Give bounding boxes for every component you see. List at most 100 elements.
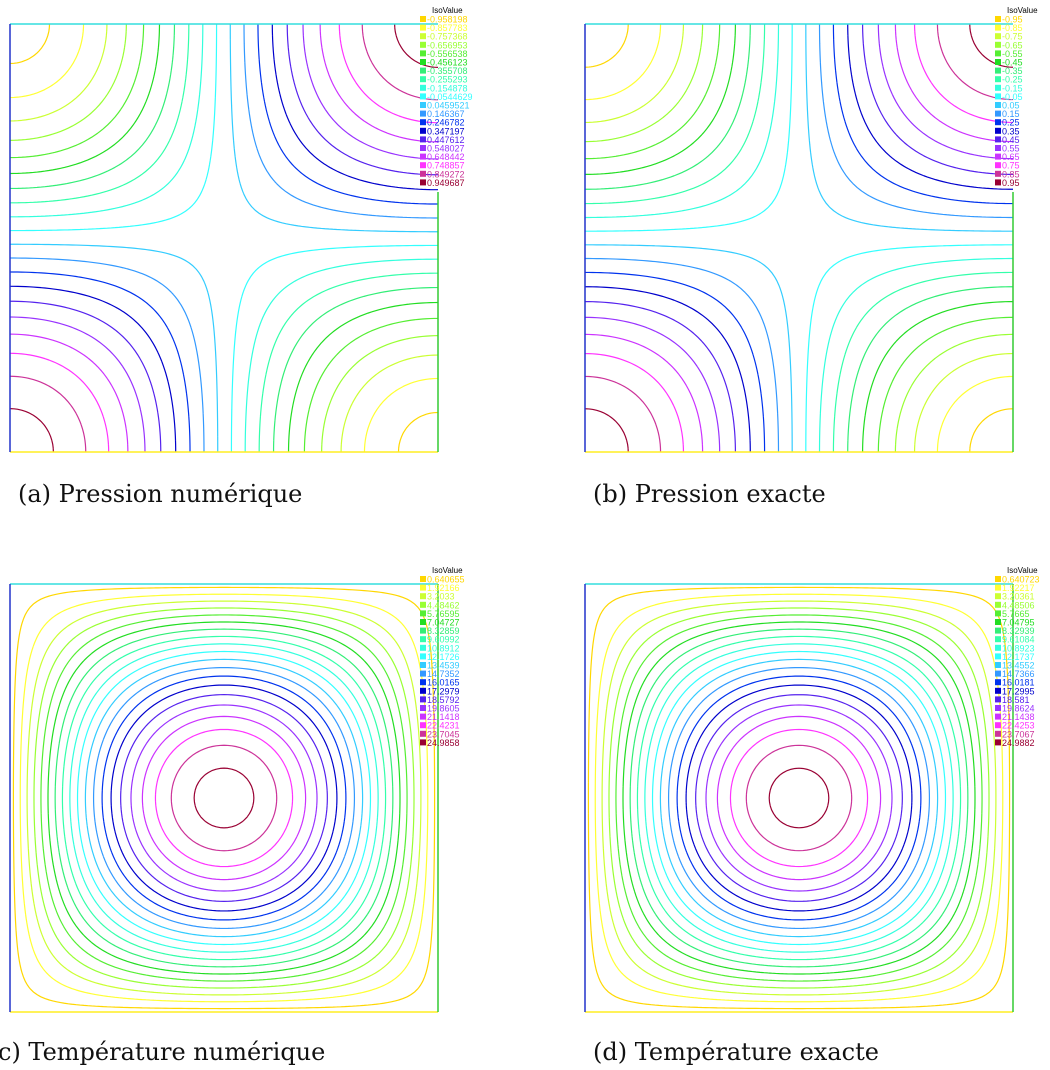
pressure-numeric-legend-swatch-1 xyxy=(420,16,426,22)
temperature-exact-legend-label-20: 24.9882 xyxy=(1002,738,1035,748)
pressure-numeric-contour-line-13 xyxy=(9,23,439,453)
pressure-numeric-legend-label-4: -0.656953 xyxy=(427,40,468,50)
temperature-exact-legend-label-16: 19.8624 xyxy=(1002,704,1035,714)
pressure-numeric-legend-label-14: 0.347197 xyxy=(427,126,465,136)
temperature-numeric-legend-label-14: 17.2979 xyxy=(427,686,460,696)
pressure-numeric-plot: IsoValue-0.958198-0.857783-0.757368-0.65… xyxy=(9,6,473,453)
temperature-exact-contour-line-15 xyxy=(695,694,903,902)
pressure-exact-legend-swatch-5 xyxy=(995,50,1001,57)
pressure-numeric-legend-label-10: -0.0544629 xyxy=(427,92,473,102)
temperature-numeric-legend-label-17: 21.1418 xyxy=(427,712,460,722)
temperature-numeric-legend-swatch-20 xyxy=(420,739,426,746)
temperature-numeric-legend-swatch-11 xyxy=(420,662,426,668)
pressure-numeric-contour-line-16 xyxy=(9,23,439,453)
pressure-exact-legend-swatch-2 xyxy=(995,24,1001,31)
temperature-exact-legend-swatch-15 xyxy=(995,696,1001,703)
temperature-exact-legend-label-5: 5.7665 xyxy=(1002,609,1030,619)
pressure-exact-contour-line-9 xyxy=(584,23,1014,453)
temperature-numeric-contour-line-7 xyxy=(54,628,394,968)
temperature-exact-legend-label-3: 3.20361 xyxy=(1002,592,1035,602)
pressure-numeric-legend-label-16: 0.548027 xyxy=(427,144,465,154)
pressure-exact-legend-swatch-7 xyxy=(995,67,1001,74)
temperature-exact-legend-swatch-2 xyxy=(995,584,1001,591)
temperature-numeric-contour-line-2 xyxy=(19,593,429,1003)
temperature-numeric-contour-line-15 xyxy=(120,694,328,902)
temperature-numeric-contour-line-17 xyxy=(141,715,307,881)
pressure-numeric-legend-swatch-5 xyxy=(420,50,426,57)
pressure-exact-legend-label-16: 0.55 xyxy=(1002,144,1020,154)
temperature-numeric-contour-line-13 xyxy=(101,675,347,921)
temperature-exact-legend-label-9: 10.8923 xyxy=(1002,643,1035,653)
pressure-exact-legend-label-9: -0.15 xyxy=(1002,83,1023,93)
pressure-numeric-contour-line-19 xyxy=(9,23,439,453)
temperature-exact-legend-swatch-19 xyxy=(995,730,1001,737)
pressure-numeric-contour-line-4 xyxy=(9,23,439,453)
temperature-exact-legend-swatch-6 xyxy=(995,619,1001,625)
temperature-numeric-contour-line-10 xyxy=(76,650,372,946)
temperature-numeric-legend-swatch-3 xyxy=(420,593,426,600)
temperature-numeric-legend-swatch-16 xyxy=(420,705,426,711)
pressure-exact-legend-swatch-3 xyxy=(995,33,1001,40)
pressure-exact-legend-label-17: 0.65 xyxy=(1002,152,1020,162)
temperature-exact-legend-swatch-16 xyxy=(995,705,1001,711)
pressure-numeric-legend-swatch-15 xyxy=(420,136,426,143)
pressure-numeric-legend-swatch-2 xyxy=(420,24,426,31)
pressure-numeric-contour-line-3 xyxy=(9,23,439,453)
pressure-exact-legend-label-8: -0.25 xyxy=(1002,75,1023,85)
temperature-numeric-legend-label-19: 23.7045 xyxy=(427,729,460,739)
pressure-exact-contour-line-18 xyxy=(584,23,1014,453)
temperature-numeric-contour-line-5 xyxy=(40,614,408,982)
temperature-exact-contour-line-12 xyxy=(667,666,931,930)
caption-temperature-numeric: c) Température numérique xyxy=(0,1038,326,1066)
temperature-numeric-contour-line-12 xyxy=(92,666,356,930)
temperature-numeric-legend-swatch-4 xyxy=(420,601,426,608)
pressure-numeric-contour-line-10 xyxy=(9,23,439,453)
temperature-exact-legend-label-8: 9.61084 xyxy=(1002,635,1035,645)
temperature-numeric-legend-label-3: 3.2033 xyxy=(427,592,455,602)
pressure-numeric-legend-swatch-13 xyxy=(420,119,426,126)
temperature-numeric-legend-label-1: 0.640655 xyxy=(427,575,465,585)
temperature-exact-legend-label-2: 1.92217 xyxy=(1002,583,1035,593)
temperature-numeric-legend-label-8: 9.60992 xyxy=(427,635,460,645)
pressure-exact-contour-line-1 xyxy=(584,23,1014,453)
temperature-numeric-legend-swatch-1 xyxy=(420,576,426,582)
temperature-numeric-legend-swatch-17 xyxy=(420,713,426,720)
temperature-exact-legend-swatch-5 xyxy=(995,610,1001,617)
temperature-numeric-legend-label-13: 16.0165 xyxy=(427,678,460,688)
temperature-exact-legend-swatch-10 xyxy=(995,653,1001,660)
pressure-numeric-legend-label-20: 0.949687 xyxy=(427,178,465,188)
pressure-exact-legend-swatch-9 xyxy=(995,84,1001,91)
pressure-numeric-legend-label-15: 0.447612 xyxy=(427,135,465,145)
pressure-numeric-legend-swatch-3 xyxy=(420,33,426,40)
temperature-numeric-legend-label-10: 12.1726 xyxy=(427,652,460,662)
temperature-exact-legend-swatch-20 xyxy=(995,739,1001,746)
temperature-exact-legend-label-10: 12.1737 xyxy=(1002,652,1035,662)
temperature-exact-legend-swatch-14 xyxy=(995,687,1001,694)
pressure-numeric-legend-swatch-20 xyxy=(420,179,426,186)
caption-pressure-exact: (b) Pression exacte xyxy=(593,480,826,508)
temperature-exact-legend-title: IsoValue xyxy=(1007,566,1038,575)
pressure-numeric-contour-line-17 xyxy=(9,23,439,453)
temperature-numeric-contour-line-1 xyxy=(12,586,436,1010)
pressure-exact-legend-swatch-18 xyxy=(995,162,1001,169)
pressure-numeric-legend-label-8: -0.255293 xyxy=(427,75,468,85)
pressure-numeric-legend-swatch-14 xyxy=(420,127,426,134)
temperature-numeric-legend-label-9: 10.8912 xyxy=(427,643,460,653)
temperature-exact-legend-label-17: 21.1438 xyxy=(1002,712,1035,722)
temperature-exact-legend-swatch-1 xyxy=(995,576,1001,582)
temperature-exact-legend-label-19: 23.7067 xyxy=(1002,729,1035,739)
temperature-numeric-legend-label-6: 7.04727 xyxy=(427,618,460,628)
temperature-exact-contour-line-19 xyxy=(745,744,853,852)
temperature-exact-contour-line-6 xyxy=(622,621,976,975)
temperature-numeric-legend-title: IsoValue xyxy=(432,566,463,575)
pressure-exact-legend-swatch-19 xyxy=(995,170,1001,177)
pressure-numeric-legend-label-19: 0.849272 xyxy=(427,169,465,179)
pressure-exact-legend-label-10: -0.05 xyxy=(1002,92,1023,102)
temperature-exact-legend-label-11: 13.4552 xyxy=(1002,661,1035,671)
temperature-numeric-contour-line-9 xyxy=(69,643,379,953)
pressure-numeric-legend-swatch-16 xyxy=(420,145,426,151)
pressure-numeric-legend-swatch-12 xyxy=(420,110,426,117)
pressure-exact-legend-label-4: -0.65 xyxy=(1002,40,1023,50)
pressure-numeric-legend-swatch-18 xyxy=(420,162,426,169)
pressure-numeric-legend-label-1: -0.958198 xyxy=(427,15,468,25)
